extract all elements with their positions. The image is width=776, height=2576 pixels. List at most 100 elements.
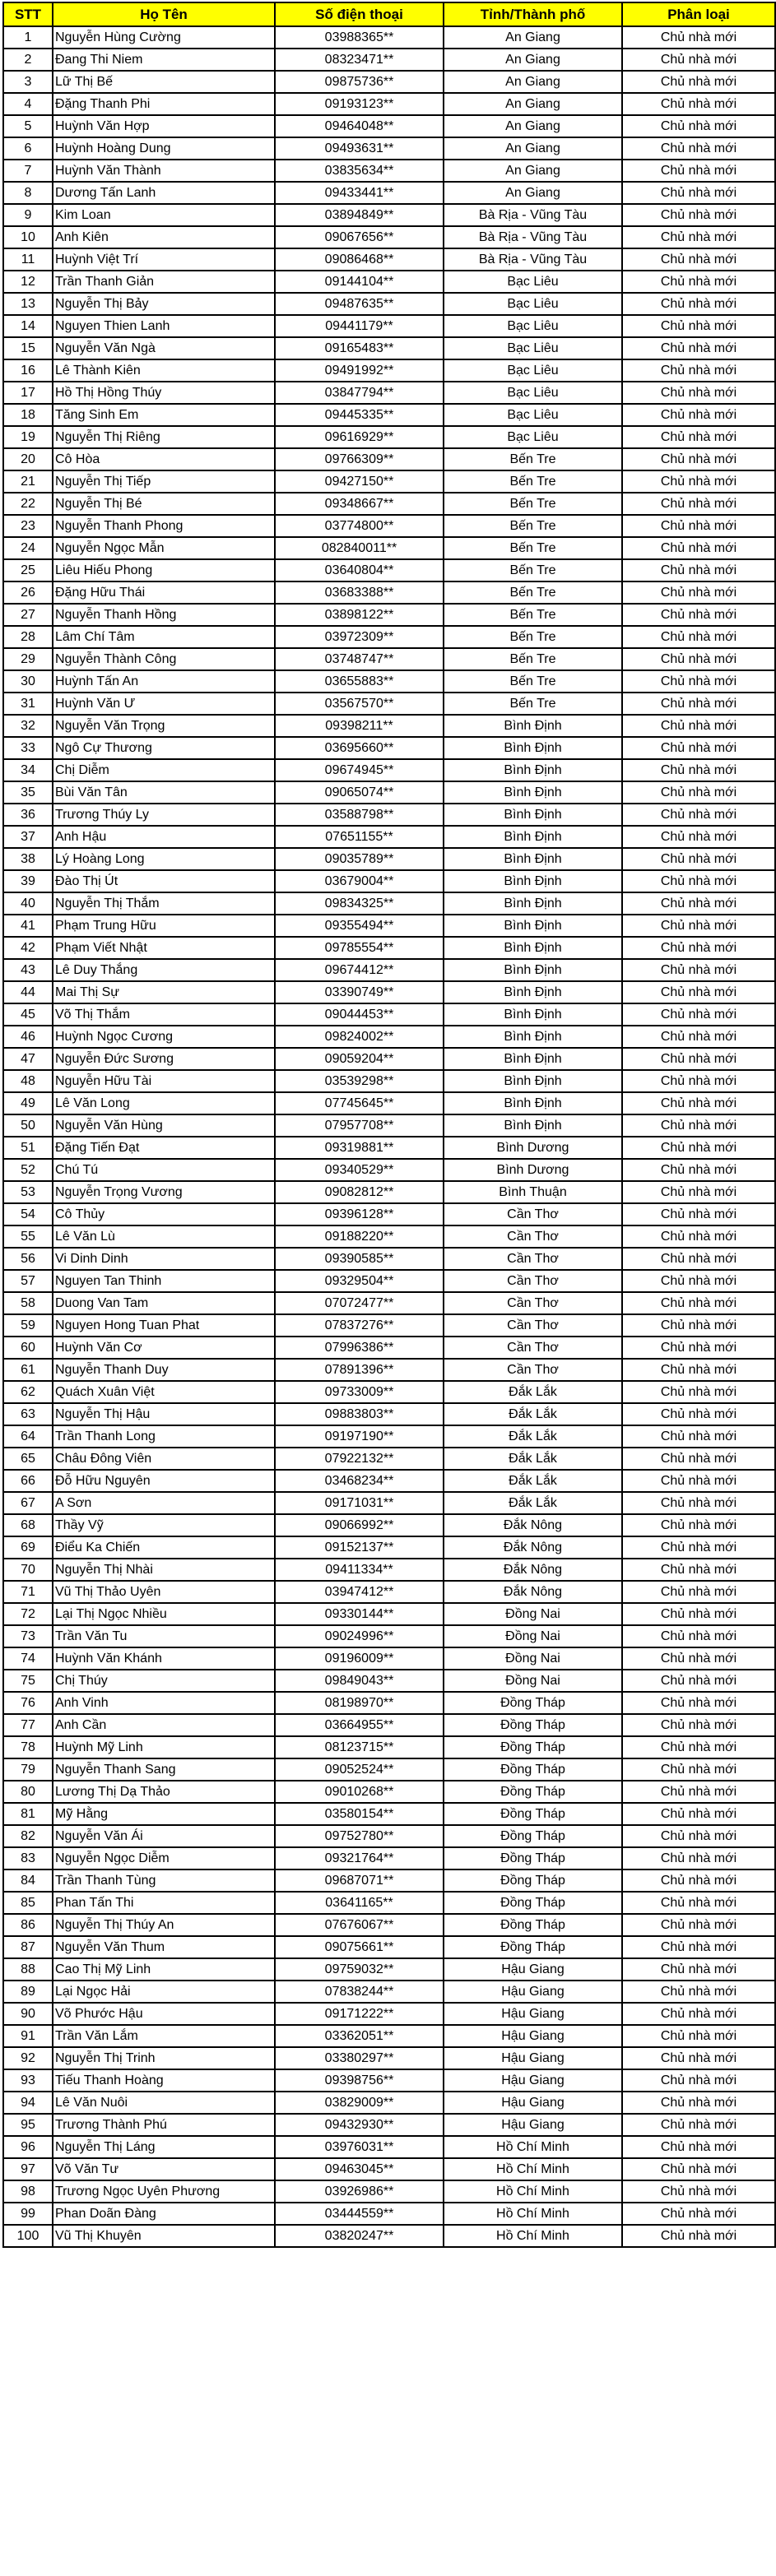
cell-province[interactable]: Đồng Tháp — [443, 1935, 623, 1959]
cell-name[interactable]: Trương Thành Phú — [52, 2113, 276, 2137]
cell-category[interactable]: Chủ nhà mới — [621, 447, 776, 471]
cell-stt[interactable]: 2 — [2, 48, 53, 72]
cell-phone[interactable]: 09171222** — [274, 2002, 444, 2026]
cell-category[interactable]: Chủ nhà mới — [621, 114, 776, 138]
cell-stt[interactable]: 93 — [2, 2069, 53, 2092]
cell-province[interactable]: Đắk Lắk — [443, 1491, 623, 1515]
cell-phone[interactable]: 09035789** — [274, 847, 444, 871]
cell-category[interactable]: Chủ nhà mới — [621, 714, 776, 738]
cell-stt[interactable]: 32 — [2, 714, 53, 738]
cell-category[interactable]: Chủ nhà mới — [621, 403, 776, 427]
cell-category[interactable]: Chủ nhà mới — [621, 137, 776, 160]
cell-name[interactable]: Chú Tú — [52, 1158, 276, 1182]
cell-phone[interactable]: 09674945** — [274, 758, 444, 782]
cell-province[interactable]: Bà Rịa - Vũng Tàu — [443, 203, 623, 227]
cell-name[interactable]: Huỳnh Ngọc Cương — [52, 1025, 276, 1049]
cell-name[interactable]: Phạm Trung Hữu — [52, 914, 276, 938]
cell-category[interactable]: Chủ nhà mới — [621, 1336, 776, 1360]
cell-phone[interactable]: 07072477** — [274, 1291, 444, 1315]
cell-phone[interactable]: 09024996** — [274, 1624, 444, 1648]
cell-category[interactable]: Chủ nhà mới — [621, 1158, 776, 1182]
cell-stt[interactable]: 61 — [2, 1358, 53, 1382]
cell-name[interactable]: Võ Văn Tư — [52, 2157, 276, 2181]
cell-name[interactable]: Huỳnh Văn Ư — [52, 692, 276, 716]
cell-name[interactable]: Trương Thúy Ly — [52, 803, 276, 827]
cell-stt[interactable]: 77 — [2, 1713, 53, 1737]
cell-province[interactable]: Đắk Lắk — [443, 1425, 623, 1448]
cell-province[interactable]: Bà Rịa - Vũng Tàu — [443, 248, 623, 271]
cell-province[interactable]: Bến Tre — [443, 669, 623, 693]
cell-province[interactable]: Bạc Liêu — [443, 314, 623, 338]
cell-phone[interactable]: 03539298** — [274, 1069, 444, 1093]
cell-category[interactable]: Chủ nhà mới — [621, 225, 776, 249]
cell-province[interactable]: Bình Định — [443, 781, 623, 804]
cell-province[interactable]: Đắk Nông — [443, 1580, 623, 1604]
cell-name[interactable]: Liêu Hiếu Phong — [52, 558, 276, 582]
cell-phone[interactable]: 09427150** — [274, 470, 444, 493]
cell-name[interactable]: Nguyễn Thị Bé — [52, 492, 276, 516]
cell-category[interactable]: Chủ nhà mới — [621, 1136, 776, 1160]
cell-category[interactable]: Chủ nhà mới — [621, 1802, 776, 1826]
cell-name[interactable]: Đào Thị Út — [52, 869, 276, 893]
cell-name[interactable]: Nguyễn Thanh Phong — [52, 514, 276, 538]
cell-stt[interactable]: 42 — [2, 936, 53, 960]
cell-category[interactable]: Chủ nhà mới — [621, 1824, 776, 1848]
cell-phone[interactable]: 08323471** — [274, 48, 444, 72]
cell-stt[interactable]: 62 — [2, 1380, 53, 1404]
cell-phone[interactable]: 03748747** — [274, 647, 444, 671]
cell-province[interactable]: Bến Tre — [443, 514, 623, 538]
cell-name[interactable]: Bùi Văn Tân — [52, 781, 276, 804]
cell-category[interactable]: Chủ nhà mới — [621, 781, 776, 804]
cell-province[interactable]: Đắk Nông — [443, 1558, 623, 1582]
cell-stt[interactable]: 64 — [2, 1425, 53, 1448]
cell-category[interactable]: Chủ nhà mới — [621, 692, 776, 716]
cell-stt[interactable]: 99 — [2, 2202, 53, 2226]
cell-name[interactable]: Lê Thành Kiên — [52, 359, 276, 382]
cell-category[interactable]: Chủ nhà mới — [621, 803, 776, 827]
cell-phone[interactable]: 03898122** — [274, 603, 444, 627]
cell-stt[interactable]: 75 — [2, 1669, 53, 1693]
cell-phone[interactable]: 09340529** — [274, 1158, 444, 1182]
cell-stt[interactable]: 95 — [2, 2113, 53, 2137]
cell-category[interactable]: Chủ nhà mới — [621, 181, 776, 205]
cell-phone[interactable]: 09849043** — [274, 1669, 444, 1693]
cell-name[interactable]: Đặng Thanh Phi — [52, 92, 276, 116]
cell-name[interactable]: Nguyễn Đức Sương — [52, 1047, 276, 1071]
cell-phone[interactable]: 09044453** — [274, 1003, 444, 1026]
cell-category[interactable]: Chủ nhà mới — [621, 958, 776, 982]
cell-name[interactable]: Trần Văn Tu — [52, 1624, 276, 1648]
cell-phone[interactable]: 03695660** — [274, 736, 444, 760]
cell-category[interactable]: Chủ nhà mới — [621, 1291, 776, 1315]
cell-province[interactable]: Bạc Liêu — [443, 425, 623, 449]
cell-category[interactable]: Chủ nhà mới — [621, 1025, 776, 1049]
cell-category[interactable]: Chủ nhà mới — [621, 1935, 776, 1959]
cell-province[interactable]: Cần Thơ — [443, 1291, 623, 1315]
cell-phone[interactable]: 03947412** — [274, 1580, 444, 1604]
cell-name[interactable]: Nguyễn Văn Thum — [52, 1935, 276, 1959]
cell-name[interactable]: Phạm Viết Nhật — [52, 936, 276, 960]
cell-stt[interactable]: 78 — [2, 1735, 53, 1759]
cell-phone[interactable]: 07745645** — [274, 1091, 444, 1115]
cell-province[interactable]: Bạc Liêu — [443, 381, 623, 405]
cell-province[interactable]: Cần Thơ — [443, 1225, 623, 1249]
cell-province[interactable]: Bình Định — [443, 936, 623, 960]
cell-stt[interactable]: 38 — [2, 847, 53, 871]
cell-province[interactable]: Đồng Nai — [443, 1624, 623, 1648]
cell-category[interactable]: Chủ nhà mới — [621, 1957, 776, 1981]
cell-category[interactable]: Chủ nhà mới — [621, 1558, 776, 1582]
cell-province[interactable]: Đồng Nai — [443, 1647, 623, 1670]
cell-province[interactable]: An Giang — [443, 92, 623, 116]
cell-province[interactable]: Bà Rịa - Vũng Tàu — [443, 225, 623, 249]
cell-name[interactable]: Nguyễn Thị Trinh — [52, 2046, 276, 2070]
cell-name[interactable]: Mai Thị Sự — [52, 980, 276, 1004]
cell-province[interactable]: Đắk Lắk — [443, 1380, 623, 1404]
cell-category[interactable]: Chủ nhà mới — [621, 825, 776, 849]
cell-name[interactable]: Huỳnh Văn Hợp — [52, 114, 276, 138]
cell-category[interactable]: Chủ nhà mới — [621, 1269, 776, 1293]
cell-name[interactable]: Lý Hoàng Long — [52, 847, 276, 871]
cell-province[interactable]: An Giang — [443, 114, 623, 138]
cell-stt[interactable]: 72 — [2, 1602, 53, 1626]
cell-stt[interactable]: 86 — [2, 1913, 53, 1937]
cell-category[interactable]: Chủ nhà mới — [621, 1691, 776, 1715]
cell-name[interactable]: Lại Ngọc Hải — [52, 1980, 276, 2004]
